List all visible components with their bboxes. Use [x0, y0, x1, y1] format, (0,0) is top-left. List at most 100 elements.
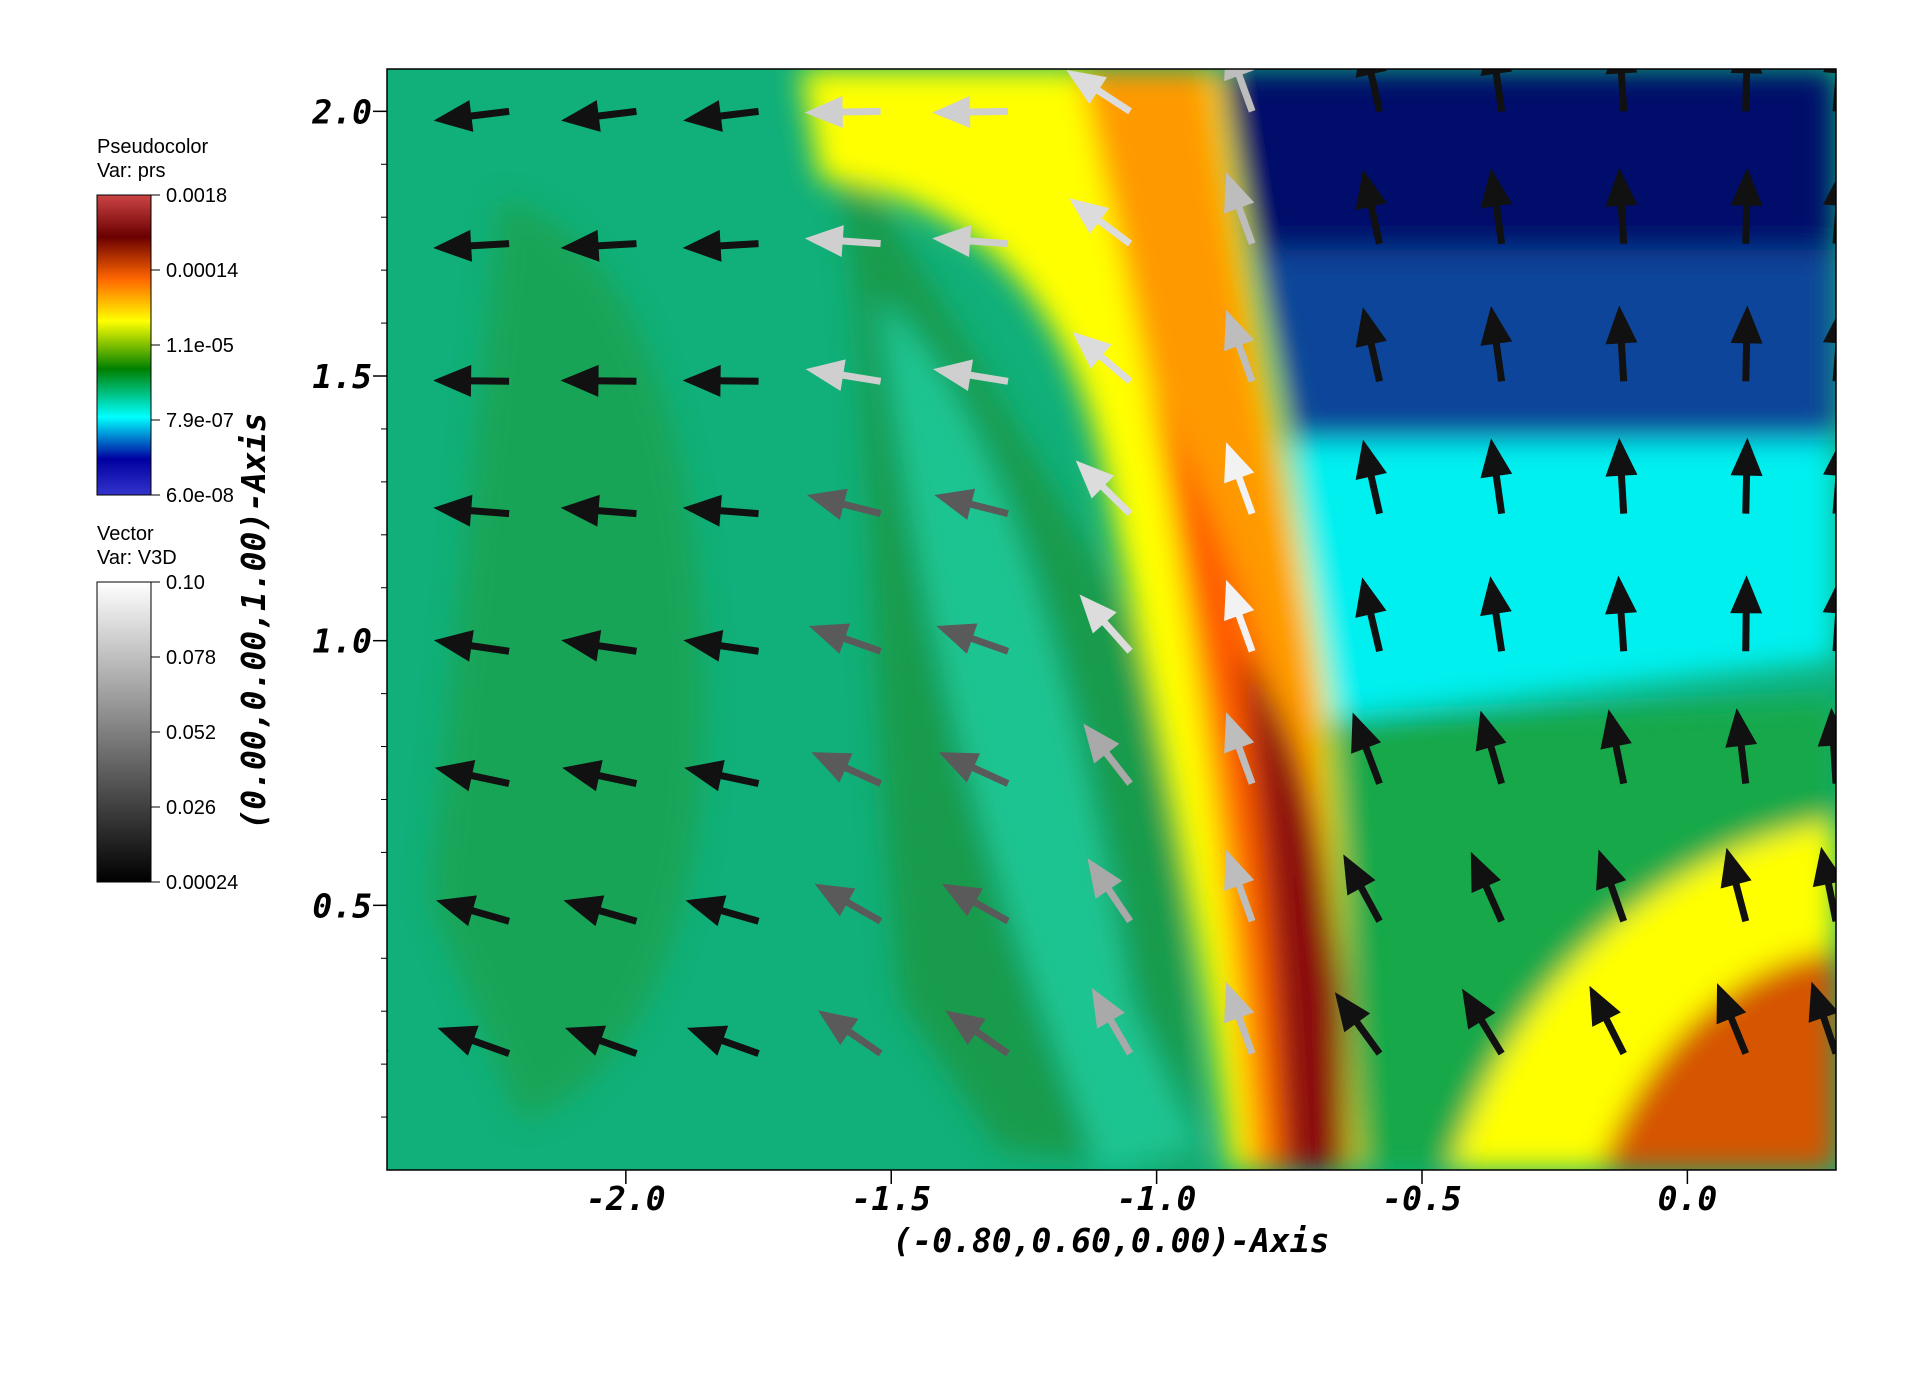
vector-arrow-head — [1355, 577, 1387, 618]
vector-arrow-head — [1605, 437, 1638, 477]
y-tick-label: 1.0 — [312, 622, 372, 661]
vector-arrow-head — [562, 760, 603, 792]
vector-arrow-shaft — [1233, 69, 1256, 113]
vector-arrow-head — [683, 100, 723, 132]
cyan-inner-zone — [880, 300, 1200, 1170]
vector-arrow-head — [814, 883, 856, 917]
vector-arrow-head — [805, 359, 846, 392]
vector-arrow-head — [561, 100, 601, 132]
vector-arrow-head — [818, 1010, 859, 1046]
vector-arrow-head — [1224, 712, 1255, 754]
vector-arrow-shaft — [1492, 69, 1506, 112]
vector-arrow-head — [811, 752, 853, 783]
vector-arrow-head — [1605, 167, 1638, 207]
vector-arrow-head — [1083, 723, 1120, 764]
vector-arrow-head — [1079, 594, 1117, 634]
colorbar-tick-label: 1.1e-05 — [166, 335, 234, 357]
vector-arrow-head — [311, 495, 350, 527]
vector-arrow-head — [1605, 69, 1638, 75]
vector-arrow-head — [945, 1010, 986, 1046]
vector-arrow-head — [436, 895, 477, 927]
mid-blue-region — [1260, 250, 1836, 470]
vector-arrow-head — [682, 494, 722, 527]
vector-arrow-head — [433, 100, 474, 132]
vector-arrow-head — [685, 895, 727, 927]
vector-arrow-head — [1091, 987, 1125, 1029]
vector-arrow-head — [564, 1025, 607, 1056]
vector-arrow-head — [437, 1025, 479, 1056]
vector-ticks: 0.10 0.078 0.052 0.026 0.00024 — [151, 572, 238, 894]
vector-arrow-head — [1600, 709, 1632, 750]
vector-arrow-head — [1224, 849, 1255, 891]
vector-arrow-head — [941, 883, 983, 917]
vector-arrow-head — [1716, 983, 1747, 1025]
vector-arrow-head — [560, 364, 599, 397]
y-tick-label: 1.5 — [312, 357, 372, 396]
vector-arrow-shaft — [1832, 469, 1836, 514]
y-axis-ticks: 0.5 1.0 1.5 2.0 — [311, 92, 387, 1118]
vector-arrow-head — [1075, 460, 1115, 499]
vector-field — [311, 69, 1836, 1057]
pseudocolor-legend-var: Var: prs — [97, 160, 166, 182]
x-tick-label: -2.0 — [586, 1179, 665, 1218]
vector-arrow-head — [938, 752, 981, 783]
vector-arrow-head — [1224, 69, 1255, 82]
vector-arrow-head — [934, 488, 976, 520]
colorbar-tick-label: 7.9e-07 — [166, 410, 234, 432]
vector-arrow-head — [1462, 988, 1496, 1030]
pseudocolor-colorbar — [96, 194, 152, 496]
vector-arrow-head — [1720, 847, 1752, 889]
vector-arrow-shaft — [387, 510, 388, 514]
vector-arrow-head — [1224, 172, 1255, 214]
x-axis-title: (-0.80,0.60,0.00)-Axis — [892, 1221, 1329, 1260]
colorbar-tick-label: 0.10 — [166, 572, 205, 594]
vector-arrow-head — [1480, 69, 1513, 76]
x-tick-label: -1.0 — [1117, 1179, 1196, 1218]
pseudocolor-ticks: 0.0018 0.00014 1.1e-05 7.9e-07 6.0e-08 — [151, 185, 238, 507]
vector-arrow-head — [560, 494, 600, 527]
vector-arrow-head — [311, 230, 350, 262]
x-axis-ticks: -2.0 -1.5 -1.0 -0.5 0.0 — [586, 1170, 1717, 1218]
vector-arrow-head — [1355, 169, 1387, 211]
vector-arrow-head — [1480, 168, 1513, 209]
vector-arrow-head — [1817, 707, 1836, 747]
vector-arrow-head — [1480, 306, 1513, 346]
vector-arrow-head — [1730, 575, 1763, 614]
vector-arrow-head — [1730, 305, 1763, 344]
vector-arrow-head — [1812, 846, 1836, 888]
vector-arrow-head — [1823, 69, 1836, 74]
vector-arrow-head — [1066, 69, 1107, 105]
vector-arrow-head — [1224, 309, 1255, 352]
colorbar-tick-label: 0.00024 — [166, 872, 238, 894]
vector-arrow-head — [682, 364, 721, 397]
y-tick-label: 2.0 — [311, 92, 372, 131]
vector-arrow-head — [808, 623, 851, 654]
vector-arrow-head — [1475, 710, 1507, 752]
lower-right-hot — [1600, 950, 1836, 1170]
vector-arrow-head — [1355, 69, 1387, 78]
vector-arrow-head — [1808, 981, 1836, 1023]
vector-arrow-head — [1224, 442, 1255, 484]
y-axis-title: (0.00,0.00,1.00)-Axis — [234, 412, 273, 829]
vector-arrow-shaft — [1832, 337, 1836, 382]
vector-arrow-head — [1470, 851, 1501, 893]
colorbar-tick-label: 0.078 — [166, 647, 216, 669]
vector-arrow-head — [932, 225, 972, 257]
vector-arrow-head — [932, 96, 971, 129]
vector-colorbar — [96, 581, 152, 883]
cyan-band — [1290, 440, 1836, 720]
colorbar-tick-label: 6.0e-08 — [166, 485, 234, 507]
vector-arrow-head — [561, 629, 602, 662]
vector-arrow-head — [1224, 579, 1255, 622]
vector-arrow-head — [1355, 439, 1387, 481]
vector-arrow-shaft — [1832, 69, 1836, 112]
pseudocolor-legend: Pseudocolor Var: prs 0.0018 0.00014 1.1e-0… — [96, 136, 238, 507]
vector-arrow-head — [315, 1026, 356, 1056]
vector-arrow-head — [804, 225, 844, 257]
vector-arrow-head — [1823, 179, 1836, 206]
vector-arrow-head — [563, 895, 605, 927]
vector-arrow-shaft — [1742, 69, 1751, 112]
vector-arrow-head — [1343, 854, 1376, 896]
